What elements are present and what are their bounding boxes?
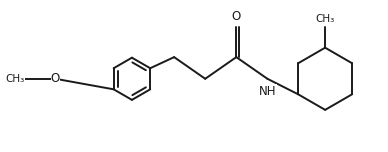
- Text: NH: NH: [259, 85, 276, 98]
- Text: O: O: [232, 10, 241, 23]
- Text: CH₃: CH₃: [315, 14, 335, 24]
- Text: CH₃: CH₃: [5, 74, 24, 84]
- Text: O: O: [51, 72, 60, 85]
